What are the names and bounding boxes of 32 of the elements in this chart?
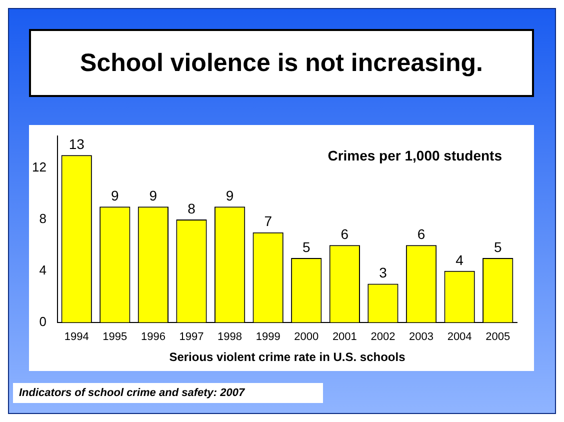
x-tick-label: 1998: [218, 331, 242, 344]
data-label: 7: [264, 213, 272, 230]
data-label: 8: [188, 200, 196, 216]
data-label: 6: [417, 226, 426, 242]
x-tick-label: 1996: [140, 331, 166, 344]
data-label: 9: [111, 187, 120, 204]
data-label: 5: [302, 238, 310, 255]
x-axis-title: Serious violent crime rate in U.S. schools: [169, 350, 406, 364]
x-tick-label: 1994: [64, 331, 89, 344]
x-tick-label: 2001: [332, 331, 357, 344]
chart-title: School violence is not increasing.: [29, 29, 534, 97]
data-label: 3: [379, 264, 388, 281]
data-label: 5: [494, 238, 502, 255]
data-label: 13: [68, 136, 85, 152]
annotation: Crimes per 1,000 students: [328, 148, 502, 164]
y-tick-label: 12: [32, 160, 46, 175]
text: Indicators of school crime and safety: 2007: [13, 383, 323, 403]
data-label: 9: [226, 187, 234, 204]
x-tick-label: 2002: [370, 331, 396, 344]
x-tick-label: 1999: [256, 331, 280, 344]
x-tick-label: 2005: [486, 331, 510, 344]
data-label: 6: [340, 226, 349, 242]
data-label: 4: [456, 252, 464, 268]
x-tick-label: 1995: [102, 331, 128, 344]
data-label: 9: [149, 187, 158, 204]
x-tick-label: 2004: [447, 331, 472, 344]
y-tick-label: 4: [39, 262, 46, 278]
y-tick-label: 0: [39, 314, 46, 329]
x-tick-label: 2003: [409, 331, 434, 344]
x-tick-label: 1997: [179, 331, 204, 344]
x-tick-label: 2000: [294, 331, 319, 344]
y-tick-label: 8: [39, 211, 46, 226]
